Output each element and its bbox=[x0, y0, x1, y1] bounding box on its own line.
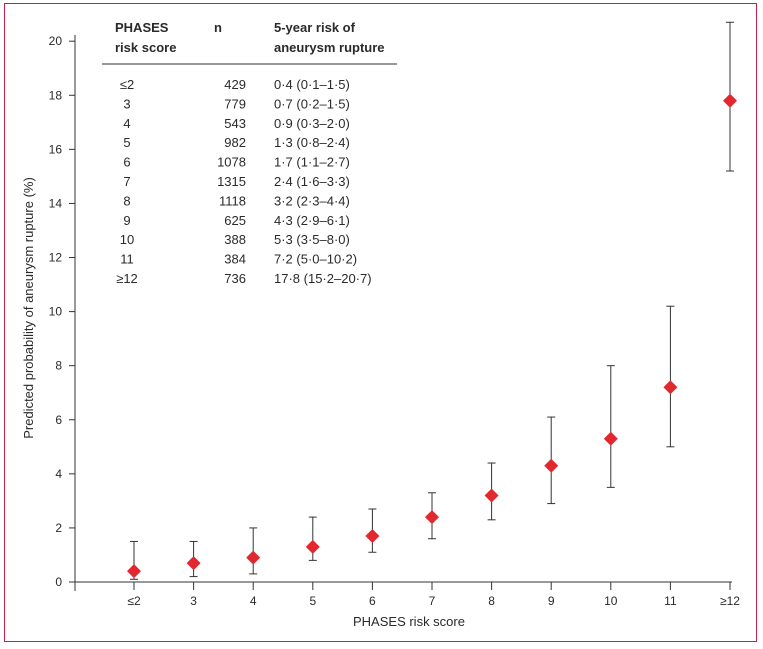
table-cell-n: 388 bbox=[224, 232, 246, 247]
table-cell-risk: 0·4 (0·1–1·5) bbox=[274, 77, 350, 92]
x-tick-label: 7 bbox=[429, 594, 436, 608]
y-tick-label: 12 bbox=[49, 251, 63, 265]
table-cell-n: 982 bbox=[224, 135, 246, 150]
table-cell-n: 1078 bbox=[217, 155, 246, 170]
data-point bbox=[484, 488, 499, 503]
y-tick-label: 16 bbox=[49, 142, 63, 156]
table-cell-n: 1118 bbox=[219, 193, 246, 208]
data-markers bbox=[127, 93, 737, 579]
table-cell-n: 625 bbox=[224, 213, 246, 228]
table-cell-score: 8 bbox=[123, 193, 130, 208]
y-tick-label: 6 bbox=[55, 413, 62, 427]
table-cell-score: 6 bbox=[123, 155, 130, 170]
data-point bbox=[603, 431, 618, 446]
x-ticks: ≤2 3 4 5 6 7 8 9 10 11 ≥12 bbox=[127, 582, 740, 608]
table-cell-score: 3 bbox=[123, 96, 130, 111]
x-tick-label: 6 bbox=[369, 594, 376, 608]
table-cell-n: 736 bbox=[224, 271, 246, 286]
data-point bbox=[127, 564, 141, 579]
y-tick-label: 2 bbox=[55, 521, 62, 535]
y-tick-label: 10 bbox=[49, 305, 63, 319]
table-cell-risk: 1·3 (0·8–2·4) bbox=[274, 135, 350, 150]
table-cell-risk: 0·7 (0·2–1·5) bbox=[274, 96, 350, 111]
table-cell-risk: 5·3 (3·5–8·0) bbox=[274, 232, 350, 247]
y-tick-label: 4 bbox=[55, 467, 62, 481]
y-tick-label: 0 bbox=[55, 575, 62, 589]
table-cell-score: 4 bbox=[123, 116, 130, 131]
error-bars bbox=[130, 21, 734, 580]
table-cell-score: 11 bbox=[120, 252, 134, 267]
table-cell-risk: 17·8 (15·2–20·7) bbox=[274, 271, 372, 286]
table-header-score-line1: PHASES bbox=[115, 20, 169, 35]
table-header-risk-line2: aneurysm rupture bbox=[274, 40, 385, 55]
x-tick-label: 3 bbox=[190, 594, 197, 608]
table-cell-score: 7 bbox=[123, 174, 130, 189]
y-ticks: 0 2 4 6 8 10 12 14 16 18 20 bbox=[49, 34, 75, 589]
data-point bbox=[186, 556, 201, 571]
y-tick-label: 8 bbox=[55, 359, 62, 373]
table-cell-score: ≤2 bbox=[120, 77, 134, 92]
table-cell-n: 1315 bbox=[217, 174, 246, 189]
table-cell-score: 10 bbox=[120, 232, 134, 247]
table-cell-risk: 2·4 (1·6–3·3) bbox=[274, 174, 350, 189]
data-point bbox=[425, 510, 439, 525]
table-cell-score: 9 bbox=[123, 213, 130, 228]
table-cell-risk: 1·7 (1·1–2·7) bbox=[274, 155, 350, 170]
table-cell-score: 5 bbox=[123, 135, 130, 150]
table-cell-n: 384 bbox=[224, 252, 246, 267]
data-point bbox=[663, 380, 678, 395]
y-tick-label: 18 bbox=[49, 88, 63, 102]
table-cell-risk: 7·2 (5·0–10·2) bbox=[274, 252, 357, 267]
data-point bbox=[246, 550, 261, 565]
y-tick-label: 14 bbox=[49, 196, 63, 210]
table-cell-score: ≥12 bbox=[116, 271, 138, 286]
x-tick-label: 10 bbox=[604, 594, 618, 608]
table-cell-risk: 4·3 (2·9–6·1) bbox=[274, 213, 350, 228]
table-cell-n: 779 bbox=[224, 96, 246, 111]
table-header-risk-line1: 5-year risk of bbox=[274, 20, 356, 35]
data-point bbox=[365, 529, 380, 544]
figure-frame bbox=[4, 3, 757, 642]
table-cell-risk: 0·9 (0·3–2·0) bbox=[274, 116, 350, 131]
table-cell-risk: 3·2 (2·3–4·4) bbox=[274, 193, 350, 208]
x-tick-label: ≤2 bbox=[127, 594, 141, 608]
x-tick-label: 11 bbox=[664, 594, 677, 608]
y-tick-label: 20 bbox=[49, 34, 63, 48]
table-cell-n: 543 bbox=[224, 116, 246, 131]
table-rows: ≤2 429 0·4 (0·1–1·5) 3 779 0·7 (0·2–1·5) 4 543 0… bbox=[116, 77, 371, 286]
data-point bbox=[305, 539, 320, 554]
risk-table: PHASES risk score n 5-year risk of aneur… bbox=[102, 20, 397, 286]
data-point bbox=[723, 93, 737, 108]
x-tick-label: 4 bbox=[250, 594, 257, 608]
table-cell-n: 429 bbox=[224, 77, 246, 92]
data-point bbox=[544, 458, 559, 473]
x-tick-label: 9 bbox=[548, 594, 555, 608]
x-tick-label: ≥12 bbox=[720, 594, 740, 608]
table-header-score-line2: risk score bbox=[115, 40, 176, 55]
x-tick-label: 8 bbox=[488, 594, 495, 608]
x-axis-label: PHASES risk score bbox=[353, 614, 465, 629]
x-tick-label: 5 bbox=[309, 594, 316, 608]
y-axis-label: Predicted probability of aneurysm ruptur… bbox=[21, 177, 36, 439]
table-header-n: n bbox=[214, 20, 222, 35]
